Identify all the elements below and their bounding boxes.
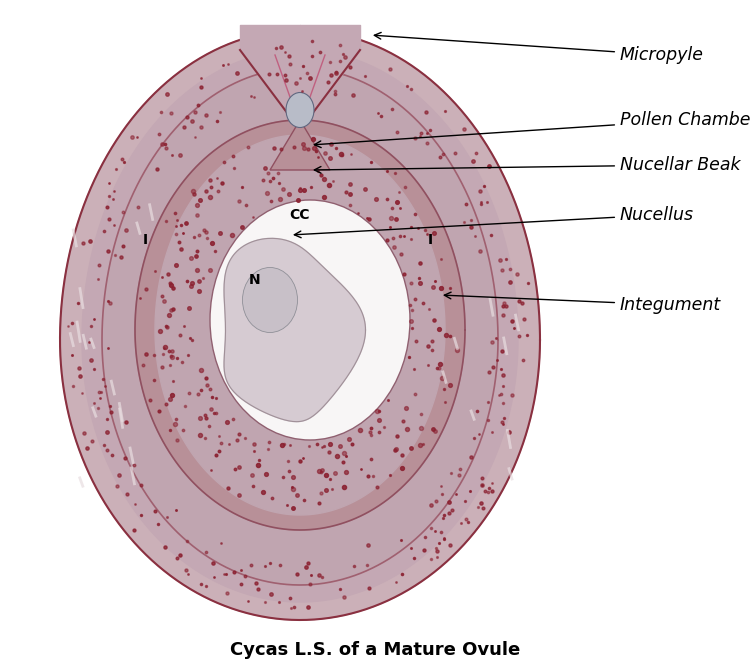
Text: I: I <box>142 233 148 247</box>
Text: CC: CC <box>290 208 310 222</box>
Text: Micropyle: Micropyle <box>374 33 704 64</box>
Polygon shape <box>270 120 330 170</box>
Ellipse shape <box>286 92 314 128</box>
Polygon shape <box>60 30 540 620</box>
Text: Integument: Integument <box>444 292 722 314</box>
Ellipse shape <box>242 267 298 333</box>
Text: I: I <box>427 233 433 247</box>
Ellipse shape <box>210 200 410 440</box>
Text: Nucellus: Nucellus <box>294 206 694 238</box>
Polygon shape <box>155 135 445 515</box>
Text: Cycas L.S. of a Mature Ovule: Cycas L.S. of a Mature Ovule <box>230 641 520 659</box>
Polygon shape <box>135 120 465 530</box>
Text: Pollen Chamber: Pollen Chamber <box>314 111 750 148</box>
Text: N: N <box>249 273 261 287</box>
Polygon shape <box>82 50 518 602</box>
Text: Nucellar Beak: Nucellar Beak <box>314 156 740 174</box>
Polygon shape <box>102 68 498 585</box>
Polygon shape <box>224 238 365 422</box>
